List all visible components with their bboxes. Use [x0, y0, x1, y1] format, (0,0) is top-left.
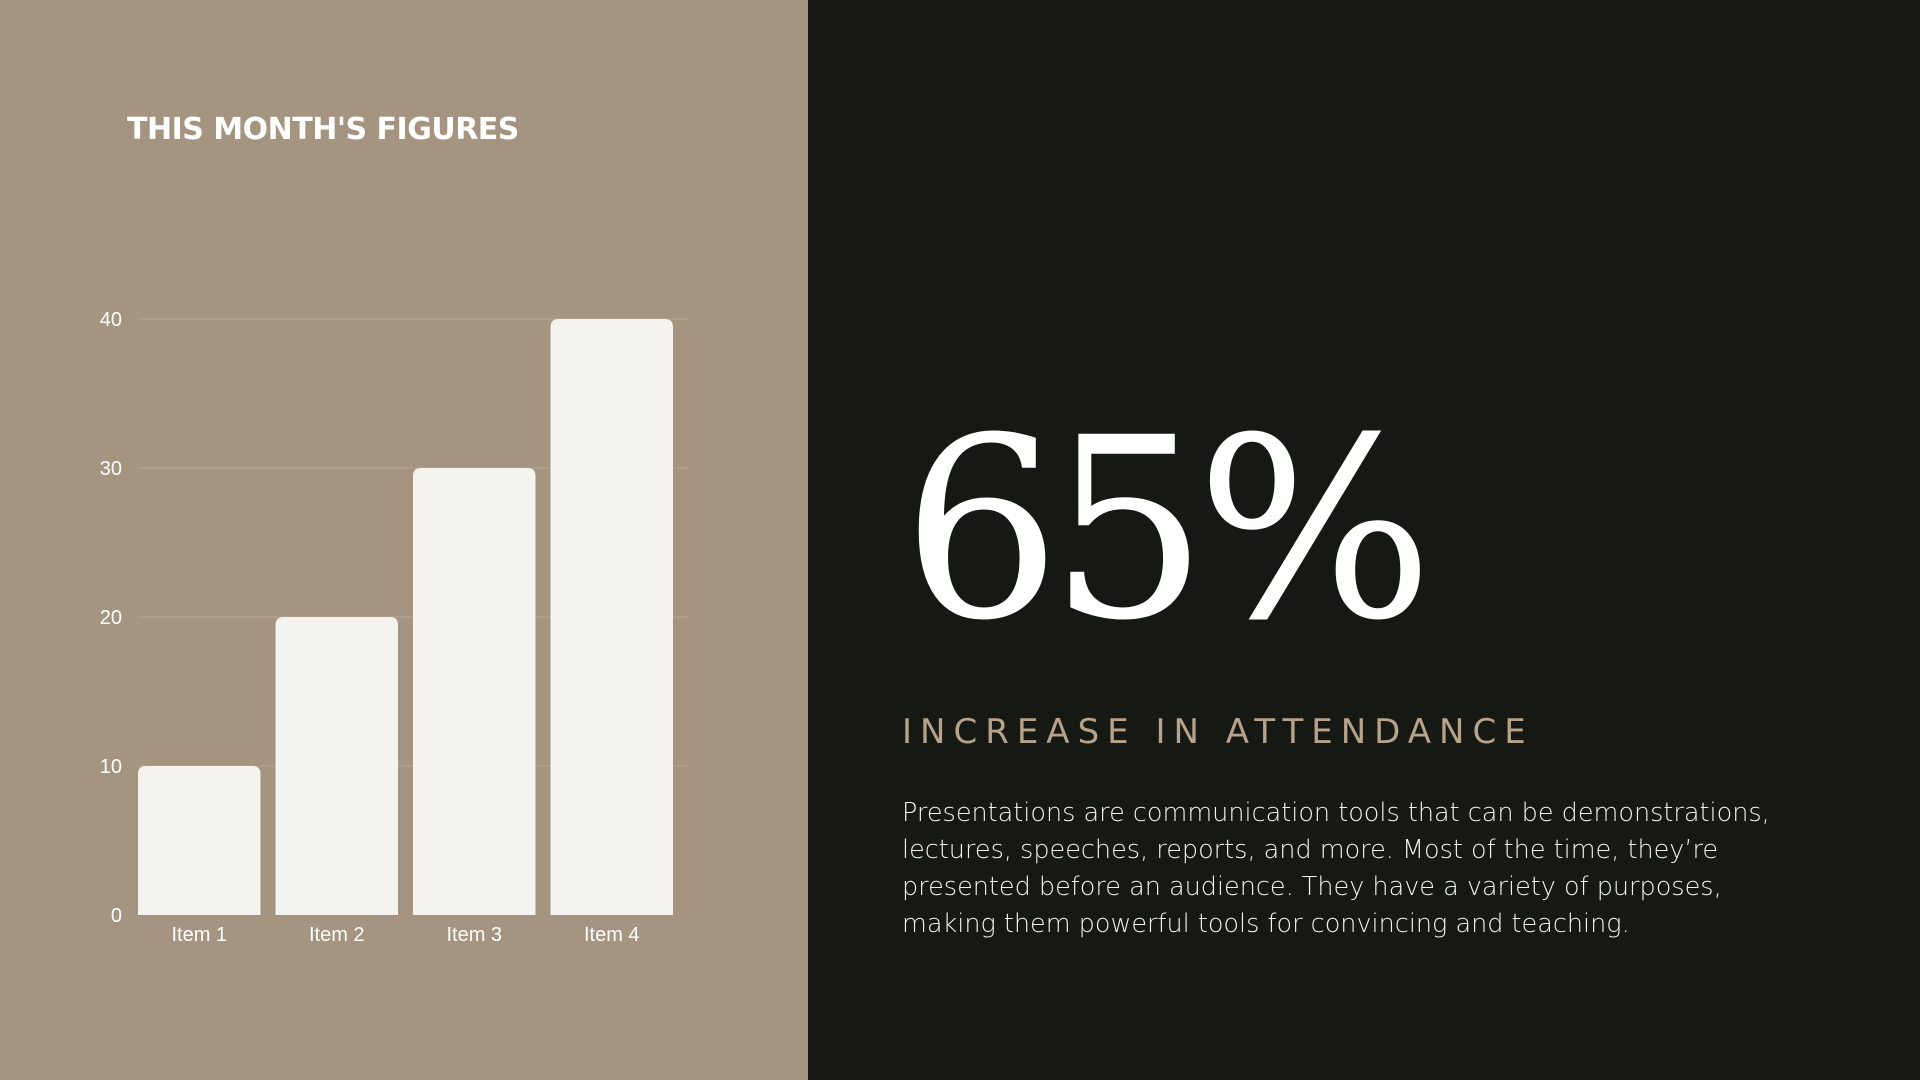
- y-tick-label: 20: [100, 607, 122, 629]
- x-tick-label: Item 4: [584, 924, 640, 946]
- bar: [138, 766, 261, 915]
- bar: [275, 617, 398, 915]
- left-panel: [0, 0, 808, 1080]
- stat-label: INCREASE IN ATTENDANCE: [902, 712, 1534, 752]
- slide-title: THIS MONTH'S FIGURES: [127, 112, 519, 147]
- y-tick-label: 0: [111, 905, 122, 927]
- bar-chart: 0 10 20 30 40 Item 1 Item 2 Item 3 Item 4: [100, 309, 688, 946]
- bar: [413, 468, 536, 915]
- x-tick-label: Item 2: [309, 924, 365, 946]
- y-tick-label: 30: [100, 458, 122, 480]
- x-tick-label: Item 3: [446, 924, 502, 946]
- bar: [550, 319, 673, 915]
- y-tick-label: 40: [100, 309, 122, 331]
- stat-description: Presentations are communication tools th…: [902, 798, 1770, 939]
- right-panel: [808, 0, 1920, 1080]
- x-tick-label: Item 1: [171, 924, 227, 946]
- stat-value: 65%: [902, 384, 1434, 675]
- y-tick-label: 10: [100, 756, 122, 778]
